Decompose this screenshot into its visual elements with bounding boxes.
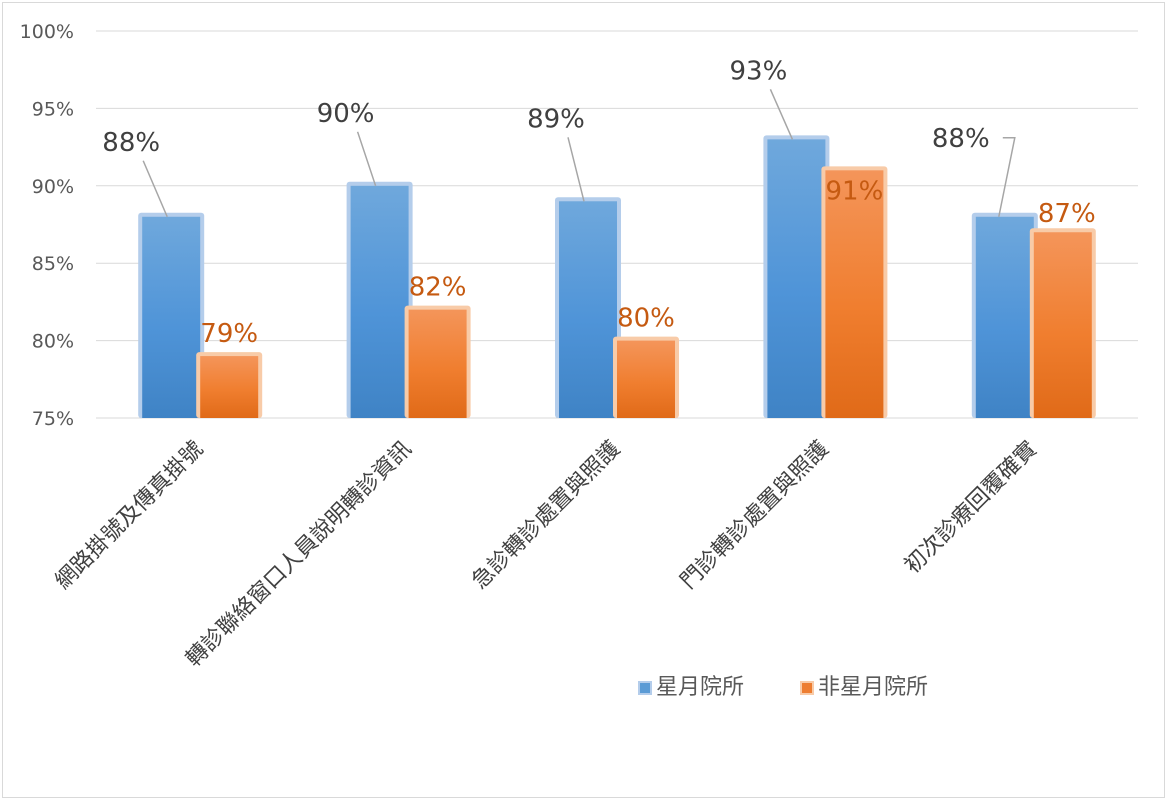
bar-nonstar bbox=[408, 309, 467, 418]
y-tick-label: 80% bbox=[32, 331, 74, 353]
bar-star bbox=[350, 185, 409, 418]
gridlines bbox=[96, 30, 1138, 419]
category-label: 轉診聯絡窗口人員說明轉診資訊 bbox=[181, 437, 416, 672]
leader-line bbox=[356, 131, 377, 187]
bar-star bbox=[975, 216, 1034, 418]
bar-nonstar bbox=[617, 340, 675, 418]
data-label-nonstar: 87% bbox=[1038, 199, 1096, 229]
data-label-leader-lines bbox=[142, 89, 1016, 218]
leader-line bbox=[769, 89, 794, 140]
y-axis-tick-labels: 75% 80% 85% 90% 95% 100% bbox=[20, 21, 74, 430]
data-label-nonstar: 79% bbox=[200, 319, 258, 349]
bars bbox=[138, 135, 1096, 419]
leader-line bbox=[567, 137, 585, 202]
legend-swatch bbox=[802, 683, 812, 693]
bar-star bbox=[767, 139, 826, 419]
category-label: 初次診療回覆確實 bbox=[900, 437, 1042, 579]
y-tick-label: 100% bbox=[20, 21, 74, 43]
data-label-star: 90% bbox=[317, 99, 375, 129]
legend-label: 星月院所 bbox=[656, 675, 744, 700]
y-tick-label: 90% bbox=[32, 176, 74, 198]
category-label: 網路掛號及傳真掛號 bbox=[51, 437, 209, 595]
bar-nonstar bbox=[1033, 232, 1092, 418]
data-label-nonstar: 80% bbox=[617, 304, 675, 334]
data-label-nonstar: 91% bbox=[826, 176, 884, 206]
bar-nonstar bbox=[200, 356, 259, 418]
legend-label: 非星月院所 bbox=[818, 675, 928, 700]
category-label: 門診轉診處置與照護 bbox=[676, 437, 834, 595]
data-label-star: 88% bbox=[932, 124, 990, 154]
y-tick-label: 95% bbox=[32, 98, 74, 120]
y-tick-label: 75% bbox=[32, 408, 74, 430]
bar-star bbox=[142, 216, 201, 418]
category-label: 急診轉診處置與照護 bbox=[468, 437, 626, 595]
data-label-star: 89% bbox=[527, 104, 585, 134]
legend: 星月院所 非星月院所 bbox=[638, 675, 928, 700]
data-label-star: 88% bbox=[102, 128, 160, 158]
data-labels: 88% 79% 90% 82% 89% 80% 93% 91% 88% 87% bbox=[102, 56, 1095, 349]
leader-line bbox=[998, 137, 1016, 217]
data-label-nonstar: 82% bbox=[409, 273, 467, 303]
leader-line bbox=[142, 160, 168, 218]
legend-swatch bbox=[640, 683, 650, 693]
data-label-star: 93% bbox=[730, 56, 788, 86]
y-tick-label: 85% bbox=[32, 253, 74, 275]
bar-star bbox=[559, 201, 617, 418]
bar-nonstar bbox=[825, 170, 884, 418]
